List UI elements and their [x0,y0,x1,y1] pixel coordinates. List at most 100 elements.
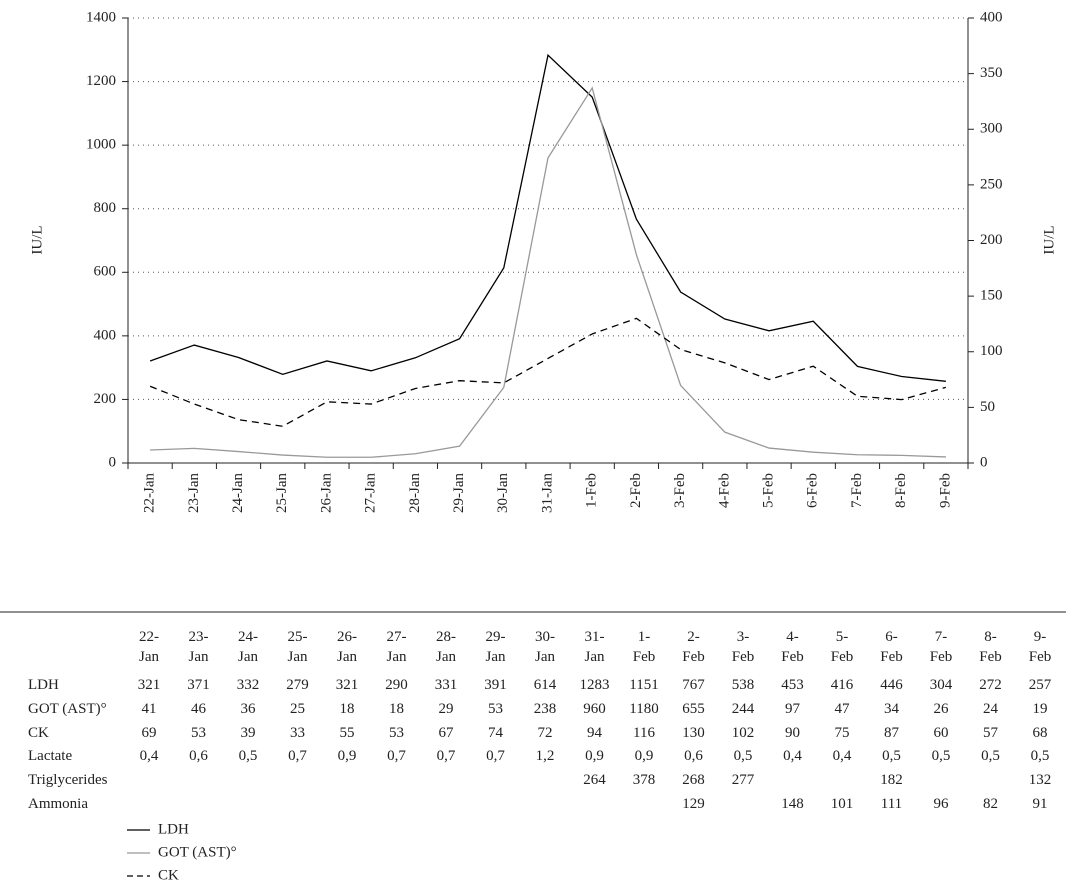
table-cell: 0,5 [981,748,1000,765]
table-cell: 304 [929,677,953,693]
y2-tick-label: 200 [980,232,1003,248]
table-cell: 0,5 [931,748,951,765]
table-cell: 18 [339,700,355,717]
table-cell: 279 [286,677,309,693]
table-cell: 1151 [629,677,659,693]
x-tick-label: 25-Jan [274,473,290,513]
row-label: LDH [28,677,59,693]
table-cell: 26 [933,700,949,717]
table-cell: 0,5 [733,748,753,765]
table-header: 3-Feb [731,629,755,665]
y-tick-label: 200 [94,391,117,407]
table-cell: 277 [731,772,755,789]
table-cell: 33 [290,724,305,741]
y2-tick-label: 300 [980,121,1003,137]
table-cell: 24 [983,700,998,717]
x-tick-label: 3-Feb [672,473,688,508]
table-cell: 87 [884,724,899,741]
x-tick-label: 28-Jan [407,473,423,513]
table-cell: 332 [236,677,260,693]
table-cell: 129 [682,796,705,812]
table-cell: 655 [682,700,705,717]
table-header: 31-Jan [584,629,605,665]
table-header: 26-Jan [337,629,357,665]
table-cell: 272 [979,677,1002,693]
table-cell: 57 [983,724,998,741]
row-label: Lactate [28,748,73,765]
y-tick-label: 1000 [86,137,116,153]
table-cell: 0,9 [634,748,654,765]
table-cell: 67 [438,724,454,741]
y2-tick-label: 100 [980,343,1003,359]
table-cell: 0,7 [288,748,307,765]
table-cell: 182 [880,772,903,789]
y2-tick-label: 50 [980,399,995,415]
table-cell: 1180 [629,700,659,717]
table-cell: 69 [141,724,157,741]
table-cell: 321 [335,677,359,693]
table-cell: 116 [633,724,655,741]
table-cell: 68 [1032,724,1048,741]
y2-axis-label: IU/L [1041,225,1057,254]
table-cell: 132 [1028,772,1052,789]
table-cell: 55 [339,724,355,741]
table-cell: 0,4 [832,748,852,765]
table-cell: 960 [583,700,606,717]
table-cell: 391 [484,677,507,693]
table-header: 25-Jan [287,629,308,665]
table-cell: 53 [488,700,503,717]
table-cell: 36 [240,700,256,717]
table-header: 29-Jan [485,629,506,665]
table-cell: 0,6 [684,748,703,765]
y-tick-label: 0 [109,454,117,470]
x-tick-label: 1-Feb [584,473,600,508]
y-tick-label: 800 [94,200,117,216]
table-header: 4-Feb [781,629,804,665]
table-cell: 0,6 [189,748,208,765]
row-label: CK [28,724,49,741]
table-header: 23-Jan [188,629,209,665]
y-tick-label: 400 [94,327,117,343]
y-tick-label: 1400 [86,9,116,25]
x-tick-label: 4-Feb [716,473,732,508]
table-header: 8-Feb [979,629,1002,665]
table-cell: 75 [834,724,850,741]
table-cell: 47 [834,700,850,717]
table-cell: 53 [191,724,206,741]
table-cell: 331 [434,677,458,693]
x-tick-label: 6-Feb [805,473,821,508]
table-cell: 82 [983,796,998,812]
table-cell: 416 [830,677,854,693]
table-cell: 244 [731,700,755,717]
table-cell: 0,9 [585,748,604,765]
y2-tick-label: 150 [980,288,1003,304]
x-tick-label: 7-Feb [849,473,865,508]
table-cell: 25 [290,700,305,717]
y2-tick-label: 0 [980,454,988,470]
y2-tick-label: 250 [980,176,1003,192]
table-cell: 1283 [579,677,610,693]
table-cell: 290 [385,677,408,693]
table-header: 28-Jan [436,629,456,665]
table-header: 7-Feb [929,629,953,665]
table-header: 1-Feb [632,629,656,665]
table-cell: 72 [537,724,553,741]
table-cell: 0,5 [238,748,258,765]
x-tick-label: 2-Feb [628,473,644,508]
series-line [150,86,946,458]
table-cell: 767 [682,677,705,693]
table-cell: 614 [533,677,557,693]
x-tick-label: 22-Jan [142,473,158,513]
y2-tick-label: 400 [980,9,1003,25]
table-header: 6-Feb [880,629,903,665]
table-cell: 1,2 [535,748,555,765]
x-tick-label: 9-Feb [937,473,953,508]
table-cell: 97 [785,700,800,717]
table-cell: 264 [583,772,606,789]
legend-label: GOT (AST)° [158,844,237,860]
table-cell: 238 [533,700,557,717]
table-cell: 0,4 [783,748,802,765]
table-cell: 0,5 [882,748,901,765]
table-header: 27-Jan [386,629,407,665]
table-cell: 90 [785,724,800,741]
